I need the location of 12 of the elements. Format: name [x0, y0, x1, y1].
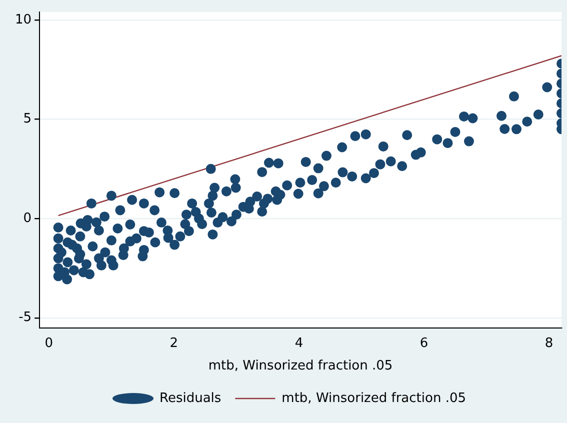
legend-label: Residuals: [160, 390, 222, 406]
y-tick-label: 5: [23, 112, 32, 127]
x-axis-title: mtb, Winsorized fraction .05: [208, 358, 393, 374]
x-tick-label: 8: [544, 336, 554, 351]
legend-label: mtb, Winsorized fraction .05: [282, 390, 466, 406]
x-tick-label: 0: [44, 336, 54, 351]
y-tick-label: 0: [23, 210, 32, 226]
y-tick-label: -5: [18, 310, 32, 326]
y-tick-label: 10: [14, 12, 32, 28]
x-tick-label: 4: [294, 336, 304, 351]
x-tick-label: 2: [170, 336, 178, 351]
x-tick-label: 6: [420, 336, 428, 351]
